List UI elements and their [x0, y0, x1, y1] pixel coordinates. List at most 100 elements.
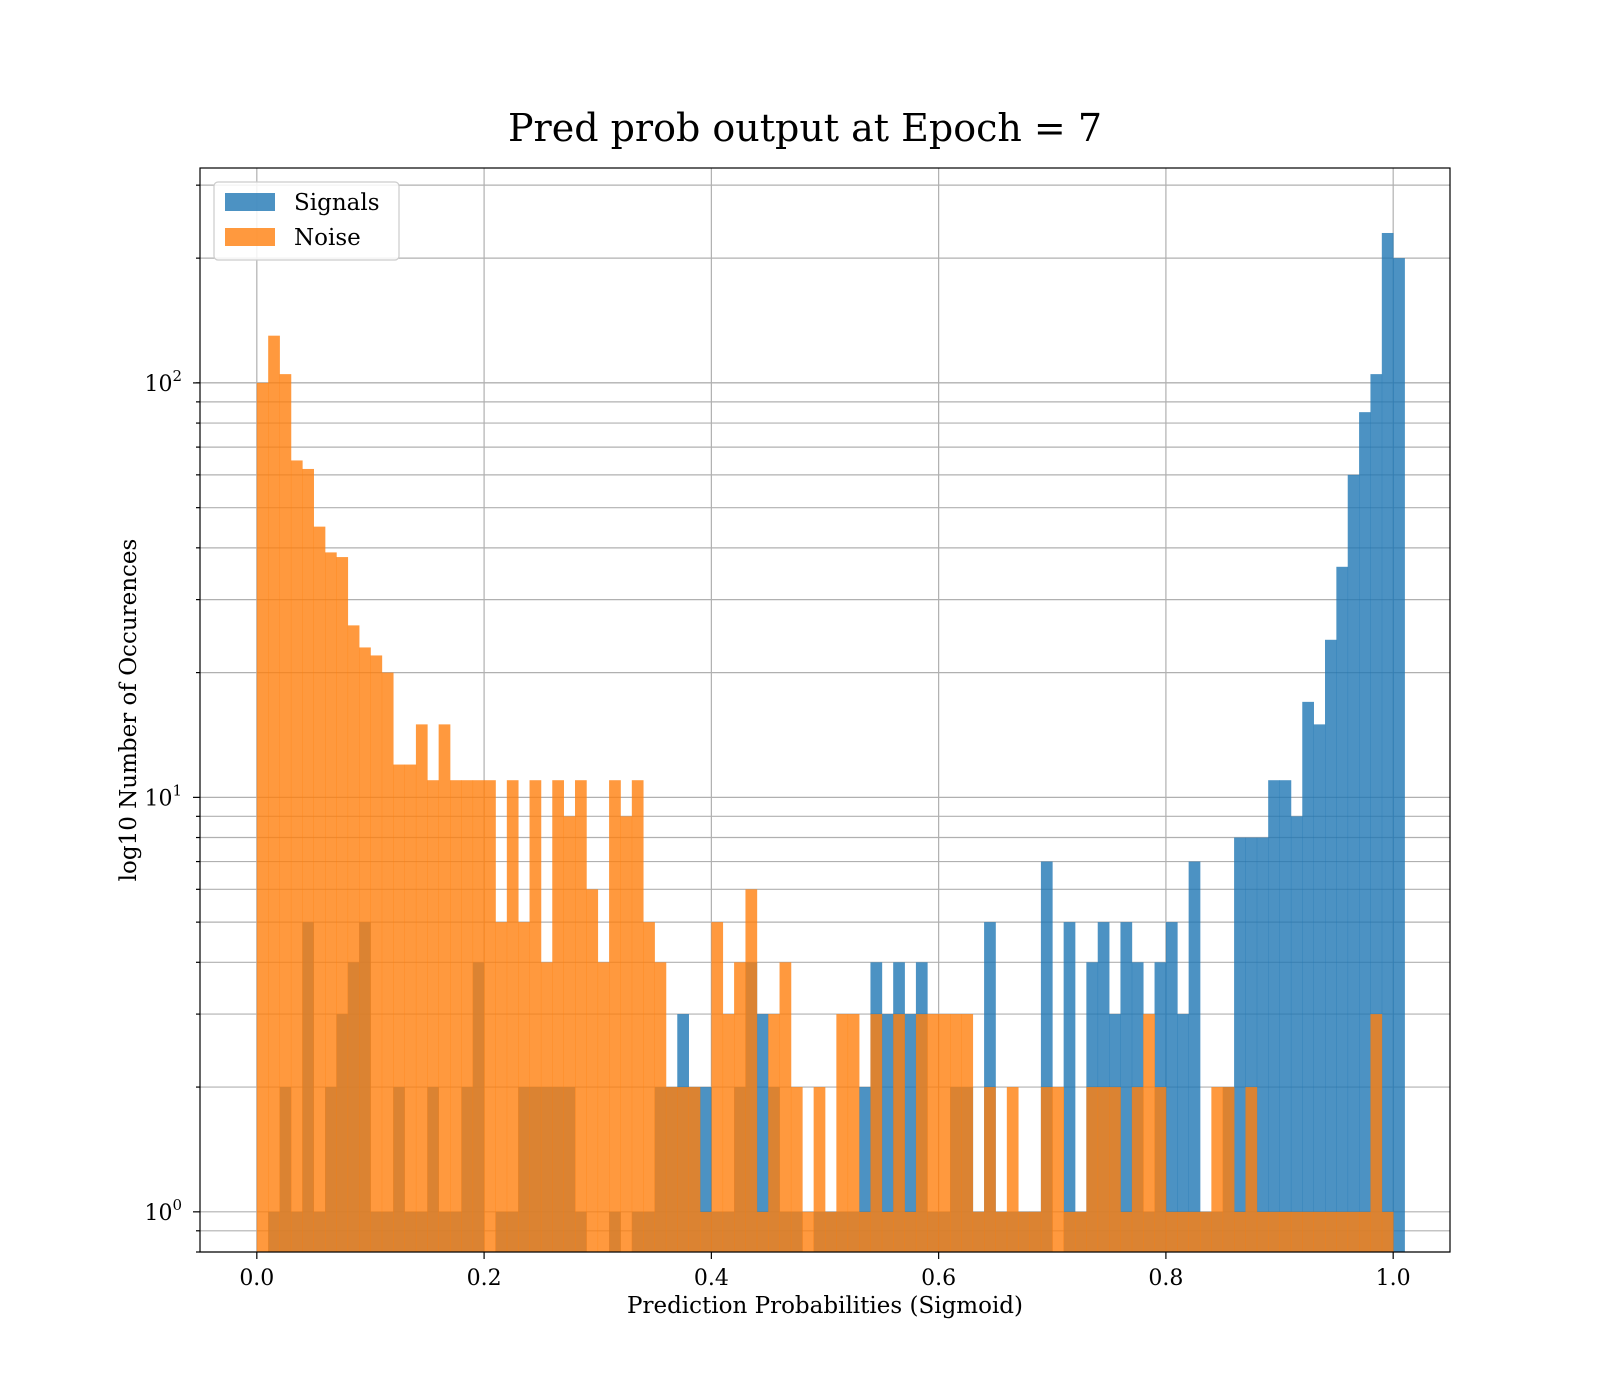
- noise-series: [256, 335, 1394, 1253]
- histogram-bar-noise: [268, 335, 280, 1253]
- histogram-bar-noise: [484, 780, 496, 1252]
- histogram-bar-noise: [552, 780, 564, 1252]
- histogram-bar-noise: [518, 922, 530, 1252]
- histogram-bar-noise: [1347, 1211, 1360, 1252]
- histogram-bar-signals: [904, 1014, 917, 1252]
- y-tick-label: 102: [144, 367, 182, 397]
- x-axis: 0.0 0.2 0.4 0.6 0.8 1.0: [239, 1252, 1411, 1291]
- histogram-bar-noise: [1097, 1087, 1110, 1252]
- histogram-bar-signals: [1381, 232, 1394, 1253]
- histogram-bar-noise: [756, 1211, 769, 1252]
- histogram-bar-noise: [881, 1211, 894, 1252]
- histogram-bar-noise: [677, 1087, 689, 1252]
- histogram-bar-noise: [722, 1014, 735, 1252]
- histogram-bar-signals: [1393, 258, 1405, 1252]
- histogram-bar-noise: [347, 625, 360, 1252]
- histogram-bar-signals: [1256, 837, 1269, 1252]
- legend: Signals Noise: [213, 181, 400, 261]
- histogram-bar-noise: [279, 374, 292, 1253]
- histogram-bar-noise: [495, 922, 508, 1252]
- legend-swatch-signals: [225, 193, 275, 211]
- histogram-bar-signals: [700, 1087, 712, 1252]
- histogram-bar-noise: [370, 655, 383, 1252]
- histogram-bar-noise: [700, 1211, 712, 1252]
- histogram-bar-noise: [802, 1211, 814, 1252]
- histogram-bar-noise: [1279, 1211, 1292, 1252]
- histogram-bar-noise: [972, 1211, 985, 1252]
- histogram-bar-noise: [1381, 1211, 1394, 1252]
- histogram-bar-noise: [381, 672, 394, 1252]
- histogram-bar-noise: [1234, 1211, 1246, 1252]
- histogram-bar-noise: [393, 764, 405, 1252]
- legend-swatch-noise: [225, 228, 275, 246]
- histogram-bar-noise: [915, 1014, 928, 1252]
- x-tick-label: 0.8: [1148, 1266, 1183, 1291]
- histogram-bar-noise: [711, 922, 724, 1252]
- histogram-bar-signals: [1040, 861, 1053, 1252]
- histogram-bar-noise: [836, 1014, 849, 1252]
- histogram-bar-noise: [745, 889, 758, 1252]
- histogram-bar-noise: [1154, 1087, 1167, 1252]
- histogram-bar-noise: [597, 962, 610, 1252]
- histogram-bar-noise: [1359, 1211, 1371, 1252]
- histogram-bar-noise: [427, 780, 439, 1252]
- histogram-bar-noise: [870, 1014, 883, 1252]
- histogram-bar-signals: [1268, 780, 1280, 1252]
- histogram-bar-noise: [1052, 1087, 1064, 1252]
- histogram-bar-noise: [665, 1087, 678, 1252]
- histogram-bar-noise: [1165, 1211, 1178, 1252]
- histogram-bar-noise: [540, 962, 553, 1252]
- histogram-bar-noise: [575, 780, 587, 1252]
- histogram-bar-signals: [1359, 412, 1371, 1252]
- histogram-bar-noise: [1109, 1087, 1121, 1252]
- histogram-bar-signals: [1302, 701, 1314, 1252]
- histogram-bar-noise: [1029, 1211, 1042, 1252]
- histogram-bar-noise: [1177, 1211, 1189, 1252]
- histogram-bar-noise: [1268, 1211, 1280, 1252]
- legend-label-signals: Signals: [294, 190, 380, 216]
- histogram-bar-noise: [1188, 1211, 1201, 1252]
- histogram-bar-signals: [1325, 639, 1337, 1252]
- y-tick-label: 100: [144, 1196, 182, 1226]
- y-axis-title: log10 Number of Occurences: [116, 539, 142, 882]
- histogram-bar-signals: [859, 1087, 871, 1252]
- plot-frame: [199, 167, 1451, 1253]
- histogram-bar-signals: [1120, 922, 1133, 1252]
- histogram-bar-signals: [1188, 861, 1201, 1252]
- histogram-bar-noise: [302, 468, 314, 1252]
- histogram-bar-noise: [1200, 1211, 1212, 1252]
- chart-title: Pred prob output at Epoch = 7: [508, 106, 1102, 150]
- histogram-bar-noise: [938, 1014, 951, 1252]
- histogram-bar-noise: [336, 557, 349, 1252]
- histogram-bar-noise: [643, 922, 655, 1252]
- x-axis-title: Prediction Probabilities (Sigmoid): [627, 1293, 1023, 1319]
- histogram-bar-signals: [1245, 837, 1258, 1252]
- x-tick-label: 1.0: [1376, 1266, 1411, 1291]
- histogram-bar-signals: [1165, 922, 1178, 1252]
- histogram-bar-noise: [1325, 1211, 1337, 1252]
- histogram-bar-noise: [654, 962, 667, 1252]
- histogram-bar-noise: [415, 724, 428, 1252]
- histogram-bar-noise: [609, 780, 621, 1252]
- histogram-bar-noise: [825, 1211, 837, 1252]
- histogram-bar-noise: [1245, 1087, 1258, 1252]
- histogram-bar-noise: [779, 962, 792, 1252]
- histogram-bar-noise: [950, 1014, 962, 1252]
- histogram-bar-noise: [506, 780, 519, 1252]
- histogram-bar-noise: [790, 1087, 803, 1252]
- histogram-bar-signals: [1313, 724, 1326, 1252]
- histogram-bar-noise: [1075, 1211, 1087, 1252]
- histogram-bar-noise: [404, 764, 417, 1252]
- histogram-bar-noise: [995, 1211, 1008, 1252]
- x-tick-label: 0.6: [921, 1266, 956, 1291]
- histogram-bar-noise: [1120, 1211, 1133, 1252]
- histogram-bar-noise: [461, 780, 474, 1252]
- y-tick-label: 101: [144, 781, 182, 811]
- x-tick-label: 0.4: [694, 1266, 729, 1291]
- histogram-bar-noise: [847, 1014, 860, 1252]
- histogram-bar-noise: [325, 552, 337, 1252]
- histogram-bar-signals: [756, 1014, 769, 1252]
- histogram-bar-noise: [529, 780, 542, 1252]
- histogram-bar-noise: [563, 816, 576, 1252]
